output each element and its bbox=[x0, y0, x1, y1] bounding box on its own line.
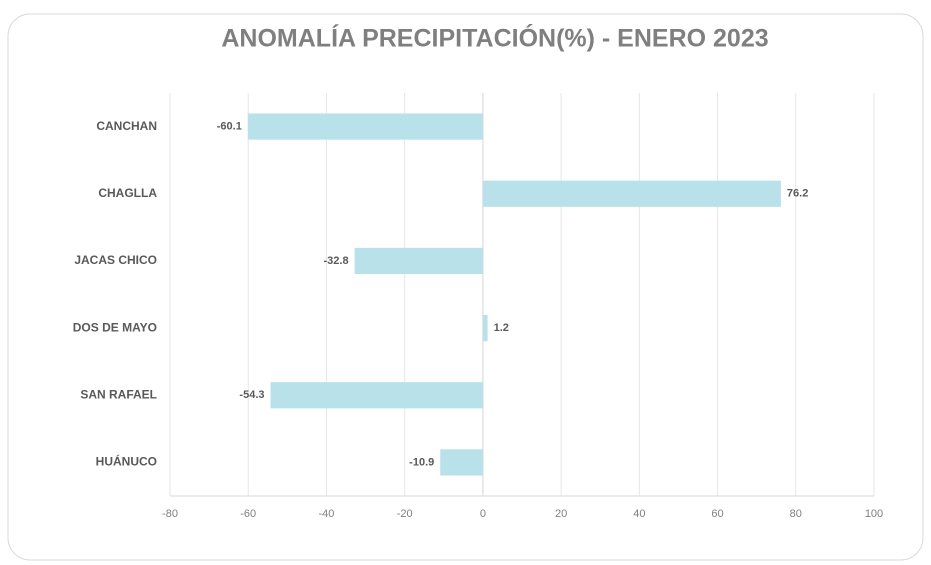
bar bbox=[482, 314, 488, 342]
y-tick-label: CANCHAN bbox=[96, 119, 157, 133]
bar bbox=[482, 180, 781, 207]
x-tick-label: 40 bbox=[633, 508, 645, 520]
x-tick-label: -80 bbox=[162, 508, 178, 520]
x-tick-label: -20 bbox=[397, 508, 413, 520]
x-tick-label: 100 bbox=[865, 508, 883, 520]
y-tick-label: SAN RAFAEL bbox=[80, 387, 157, 401]
x-tick-label: 60 bbox=[711, 508, 723, 520]
x-tick-label: 0 bbox=[480, 508, 486, 520]
x-tick-label: -60 bbox=[240, 508, 256, 520]
value-label: 1.2 bbox=[494, 322, 509, 334]
bar bbox=[270, 382, 483, 409]
x-tick-label: 20 bbox=[555, 508, 567, 520]
chart-title: ANOMALÍA PRECIPITACIÓN(%) - ENERO 2023 bbox=[221, 23, 768, 53]
value-label: -54.3 bbox=[239, 389, 264, 401]
value-label: -60.1 bbox=[217, 120, 242, 132]
value-label: -10.9 bbox=[409, 456, 434, 468]
chart-card bbox=[7, 13, 924, 561]
bar bbox=[354, 247, 483, 275]
bar bbox=[440, 449, 483, 476]
bar bbox=[247, 113, 483, 140]
x-tick-label: -40 bbox=[318, 508, 334, 520]
value-label: 76.2 bbox=[787, 188, 808, 200]
y-tick-label: DOS DE MAYO bbox=[73, 320, 157, 334]
y-tick-label: HUÁNUCO bbox=[96, 454, 157, 469]
y-tick-label: CHAGLLA bbox=[98, 186, 157, 200]
y-tick-label: JACAS CHICO bbox=[74, 253, 157, 267]
x-tick-label: 80 bbox=[790, 508, 802, 520]
value-label: -32.8 bbox=[324, 255, 349, 267]
